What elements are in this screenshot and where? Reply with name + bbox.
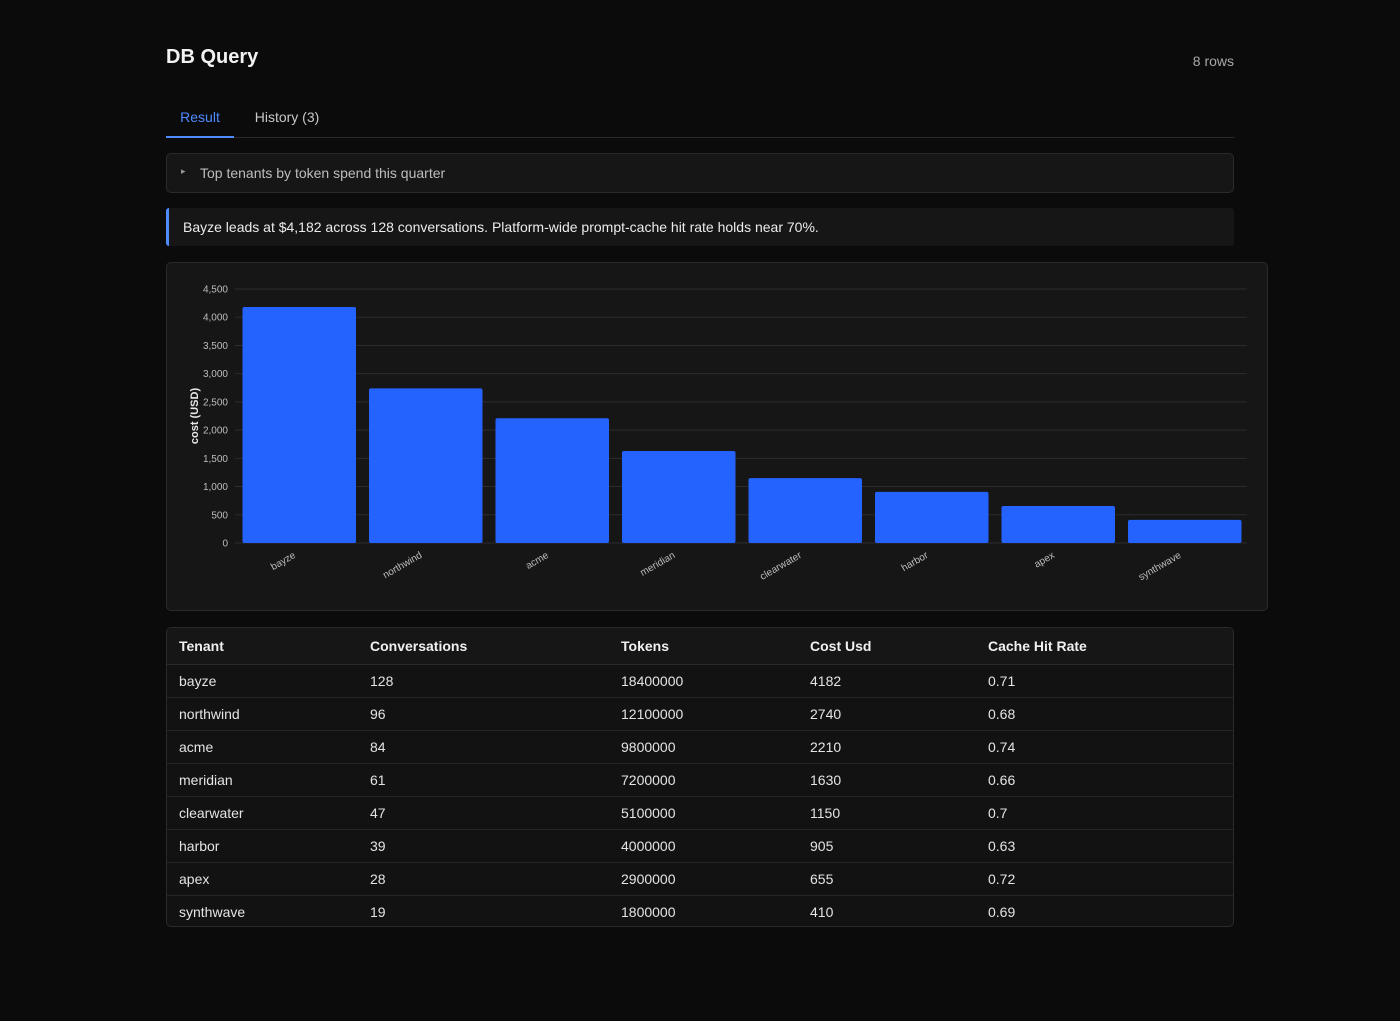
summary-text: Bayze leads at $4,182 across 128 convers… <box>183 219 819 235</box>
row-count: 8 rows <box>1192 53 1234 69</box>
y-tick-label: 500 <box>211 510 228 521</box>
tab-result[interactable]: Result <box>166 100 234 138</box>
bar-chart: 0 500 1,000 1,500 2,000 2,500 3,000 3,500 4,000 4… <box>166 262 1268 611</box>
x-tick-label: meridian <box>639 550 678 579</box>
tab-bar: Result History (3) <box>166 100 1234 138</box>
cell-cost-usd: 410 <box>810 903 834 920</box>
x-tick-label: synthwave <box>1137 550 1184 583</box>
table-row: synthwave 19 1800000 410 0.69 <box>167 895 1233 926</box>
chevron-right-icon: ▸ <box>181 166 186 176</box>
cell-tenant: synthwave <box>179 903 246 920</box>
data-table: Tenant Conversations Tokens Cost Usd Cac… <box>167 628 1233 926</box>
cell-tokens: 12100000 <box>609 697 798 731</box>
cell-conversations: 128 <box>358 664 609 698</box>
cell-conversations: 96 <box>358 697 609 731</box>
x-tick-label: clearwater <box>758 550 804 583</box>
cell-tokens: 4000000 <box>609 829 798 863</box>
x-tick-label: apex <box>1032 550 1056 570</box>
cell-tokens: 5100000 <box>609 796 798 830</box>
cell-tenant: bayze <box>167 664 358 698</box>
column-header-tenant[interactable]: Tenant <box>167 628 358 665</box>
table-row: apex 28 2900000 655 0.72 <box>167 862 1233 896</box>
cell-cost-usd: 655 <box>798 862 976 896</box>
cell-tokens: 9800000 <box>609 730 798 764</box>
cell-conversations: 84 <box>358 730 609 764</box>
summary-callout: Bayze leads at $4,182 across 128 convers… <box>166 208 1234 246</box>
bar-acme <box>495 418 609 543</box>
cell-tenant: northwind <box>167 697 358 731</box>
y-tick-label: 1,500 <box>203 454 228 465</box>
query-disclosure[interactable]: ▸ Top tenants by token spend this quarte… <box>166 153 1234 193</box>
cell-cache-hit-rate: 0.7 <box>976 796 1233 830</box>
table-row: meridian 61 7200000 1630 0.66 <box>167 763 1233 797</box>
y-tick-label: 2,500 <box>203 397 228 408</box>
chart-svg: 0 500 1,000 1,500 2,000 2,500 3,000 3,500 4,000 4… <box>189 285 1247 583</box>
cell-conversations: 47 <box>358 796 609 830</box>
cell-cost-usd: 905 <box>798 829 976 863</box>
cell-tenant: apex <box>167 862 358 896</box>
x-tick-label: acme <box>524 550 551 572</box>
y-tick-label: 4,000 <box>203 313 228 324</box>
cell-cost-usd: 4182 <box>798 664 976 698</box>
cell-tenant: clearwater <box>167 796 358 830</box>
bar-clearwater <box>748 478 862 543</box>
column-header-cache-hit-rate[interactable]: Cache Hit Rate <box>976 628 1233 665</box>
table-row: northwind 96 12100000 2740 0.68 <box>167 697 1233 731</box>
tab-history[interactable]: History (3) <box>254 109 320 125</box>
cell-cache-hit-rate: 0.71 <box>976 664 1233 698</box>
column-header-cost-usd[interactable]: Cost Usd <box>798 628 976 665</box>
table-row: bayze 128 18400000 4182 0.71 <box>167 664 1233 698</box>
cell-conversations: 19 <box>370 903 386 920</box>
cell-tenant: meridian <box>167 763 358 797</box>
cell-cost-usd: 2740 <box>798 697 976 731</box>
cell-cache-hit-rate: 0.74 <box>976 730 1233 764</box>
cell-tokens: 7200000 <box>609 763 798 797</box>
cell-tenant: acme <box>167 730 358 764</box>
page-title: DB Query <box>166 46 259 68</box>
y-tick-label: 0 <box>222 539 228 550</box>
bar-apex <box>1001 506 1115 543</box>
y-tick-label: 3,000 <box>203 369 228 380</box>
table-header-row: Tenant Conversations Tokens Cost Usd Cac… <box>167 628 1233 665</box>
x-tick-label: bayze <box>269 550 298 573</box>
header: DB Query 8 rows <box>166 44 1234 78</box>
cell-cost-usd: 2210 <box>798 730 976 764</box>
table-row: acme 84 9800000 2210 0.74 <box>167 730 1233 764</box>
cell-tenant: harbor <box>167 829 358 863</box>
x-tick-label: northwind <box>381 550 424 581</box>
y-tick-label: 3,500 <box>203 341 228 352</box>
result-table: Tenant Conversations Tokens Cost Usd Cac… <box>166 627 1234 927</box>
bar-synthwave <box>1128 519 1242 543</box>
cell-conversations: 39 <box>358 829 609 863</box>
y-tick-label: 2,000 <box>203 426 228 437</box>
cell-tokens: 18400000 <box>609 664 798 698</box>
cell-cache-hit-rate: 0.69 <box>988 903 1016 920</box>
cell-tokens: 1800000 <box>621 903 676 920</box>
y-tick-label: 4,500 <box>203 285 228 296</box>
column-header-tokens[interactable]: Tokens <box>609 628 798 665</box>
bar-bayze <box>242 306 356 543</box>
column-header-conversations[interactable]: Conversations <box>358 628 609 665</box>
cell-conversations: 61 <box>358 763 609 797</box>
query-text: Top tenants by token spend this quarter <box>200 165 446 181</box>
cell-cache-hit-rate: 0.66 <box>976 763 1233 797</box>
cell-cache-hit-rate: 0.68 <box>976 697 1233 731</box>
table-row: harbor 39 4000000 905 0.63 <box>167 829 1233 863</box>
bar-northwind <box>369 388 483 543</box>
cell-cost-usd: 1630 <box>798 763 976 797</box>
cell-cache-hit-rate: 0.63 <box>976 829 1233 863</box>
y-tick-label: 1,000 <box>203 482 228 493</box>
bar-harbor <box>875 491 989 543</box>
cell-conversations: 28 <box>358 862 609 896</box>
cell-cost-usd: 1150 <box>798 796 976 830</box>
bar-meridian <box>622 450 736 543</box>
table-row: clearwater 47 5100000 1150 0.7 <box>167 796 1233 830</box>
y-axis-label: cost (USD) <box>189 388 201 445</box>
cell-tokens: 2900000 <box>609 862 798 896</box>
cell-cache-hit-rate: 0.72 <box>976 862 1233 896</box>
x-tick-label: harbor <box>900 550 931 574</box>
